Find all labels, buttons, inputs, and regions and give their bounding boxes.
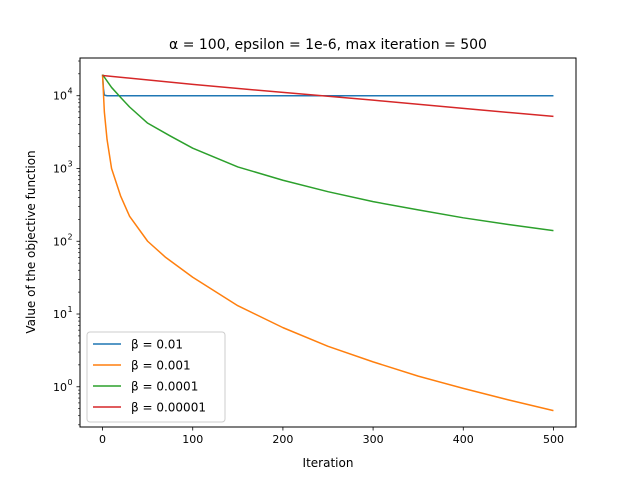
x-tick-label: 300	[363, 433, 384, 446]
y-axis-label: Value of the objective function	[24, 150, 38, 333]
y-tick-exponent: 2	[68, 232, 73, 241]
x-tick-label: 200	[272, 433, 293, 446]
y-tick-label: 10	[53, 235, 67, 248]
legend-entry-label: β = 0.0001	[131, 380, 198, 394]
x-axis-label: Iteration	[303, 456, 354, 470]
y-tick-exponent: 4	[68, 87, 73, 96]
y-tick-label: 10	[53, 90, 67, 103]
y-tick-label: 10	[53, 162, 67, 175]
series-line-3	[101, 74, 554, 232]
y-tick-mantissa: 10	[53, 308, 67, 321]
series-line-4	[102, 74, 554, 118]
legend-entry-label: β = 0.01	[131, 338, 183, 352]
y-tick-exponent: 1	[68, 305, 73, 314]
y-tick-mantissa: 10	[53, 162, 67, 175]
chart-title: α = 100, epsilon = 1e-6, max iteration =…	[169, 37, 487, 53]
y-tick-label: 10	[53, 308, 67, 321]
y-tick-mantissa: 10	[53, 235, 67, 248]
y-tick-mantissa: 10	[53, 90, 67, 103]
x-tick-label: 400	[453, 433, 474, 446]
series-line-2	[101, 74, 554, 412]
x-tick-label: 500	[543, 433, 564, 446]
plot-frame	[79, 57, 577, 428]
legend-box	[86, 331, 226, 423]
y-tick-mantissa: 10	[53, 381, 67, 394]
x-tick-label: 100	[182, 433, 203, 446]
y-tick-label: 10	[53, 381, 67, 394]
legend-entry-label: β = 0.001	[131, 359, 191, 373]
legend-entry-label: β = 0.00001	[131, 401, 206, 415]
x-axis: 0 100 200 300 400 500	[99, 427, 564, 446]
series-line-1	[101, 74, 554, 97]
y-tick-exponent: 0	[68, 378, 73, 387]
x-tick-label: 0	[99, 433, 106, 446]
plot-area	[101, 74, 554, 412]
y-tick-exponent: 3	[68, 159, 73, 168]
legend: β = 0.01 β = 0.001 β = 0.0001 β = 0.00001	[86, 331, 226, 423]
